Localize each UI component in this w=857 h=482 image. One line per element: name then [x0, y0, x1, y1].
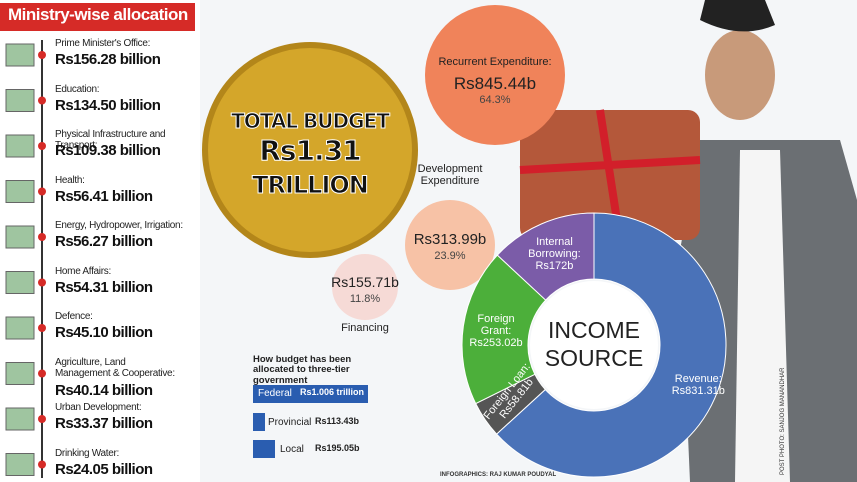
ministry-icon [5, 43, 35, 67]
segment-label: Foreign Grant: Rs253.02b [466, 313, 526, 349]
gov-value: Rs113.43b [315, 416, 360, 426]
donut-segment [461, 254, 547, 405]
bubble-share: 11.8% [349, 293, 381, 305]
timeline-dot [38, 96, 46, 105]
ministry-label: Health: [55, 174, 85, 186]
timeline-dot [38, 415, 46, 423]
coin-text: TOTAL BUDGET [231, 109, 391, 133]
provincial-box [253, 413, 265, 431]
local-box [253, 440, 275, 458]
credit: INFOGRAPHICS: RAJ KUMAR POUDYAL [440, 472, 557, 478]
ministry-label: Education: [55, 83, 100, 95]
shirt [735, 150, 790, 482]
ministry-icon [5, 271, 35, 294]
timeline-dot [38, 233, 46, 241]
segment-value: Rs831.31b [671, 385, 725, 398]
segment-value: Rs172b [535, 260, 574, 273]
ministry-icon [5, 316, 35, 340]
timeline-dot [38, 51, 46, 59]
bubble-amount: Rs313.99b [413, 231, 487, 248]
donut-segment [496, 212, 595, 301]
bubble-title: Financing [341, 322, 389, 334]
donut-segment [495, 212, 727, 478]
ministry-label: Physical Infrastructure and Transport: [55, 129, 166, 151]
donut-center [530, 281, 658, 409]
ministry-label: Defence: [55, 311, 93, 322]
bubble-amount: Rs155.71b [331, 274, 399, 290]
ministry-icon [5, 225, 35, 249]
ministry-value: Rs24.05 billion [55, 460, 153, 478]
ministry-value: Rs33.37 billion [55, 415, 153, 432]
segment-label: Internal Borrowing: Rs172b [519, 236, 589, 272]
ministry-value: Rs56.27 billion [55, 233, 153, 250]
federal-bar [253, 385, 368, 403]
ministry-value: Rs56.41 billion [55, 187, 153, 205]
ministry-icon [5, 134, 35, 158]
donut-title: INCOME SOURCE [544, 317, 644, 371]
ministry-label: Energy, Hydropower, Irrigation: [55, 220, 183, 231]
segment-name: Foreign Grant: [477, 312, 515, 337]
header-bar [0, 3, 195, 31]
ministry-label: Urban Development: [55, 402, 142, 413]
ministry-value: Rs54.31 billion [55, 278, 153, 296]
bubble-share: 64.3% [479, 94, 511, 106]
timeline-dot [38, 278, 46, 287]
coin-text: Rs1.31 [259, 134, 362, 167]
cap [700, 0, 775, 32]
ministry-value: Rs134.50 billion [55, 96, 161, 114]
bubble-amount: Rs845.44b [453, 74, 537, 93]
timeline-dot [38, 324, 46, 332]
gov-value: Rs195.05b [315, 443, 360, 453]
gov-label: Local [280, 444, 304, 455]
panel-title: Ministry-wise allocation [8, 5, 188, 24]
face [705, 30, 775, 120]
ministry-icon [5, 407, 35, 431]
ministry-label: Drinking Water: [55, 447, 120, 459]
bubble-share: 23.9% [434, 250, 466, 262]
segment-label: Revenue: Rs831.31b [658, 373, 738, 397]
gov-label: Provincial [268, 417, 312, 428]
ministry-icon [5, 453, 35, 476]
timeline-dot [38, 369, 46, 378]
ministry-icon [5, 362, 35, 385]
ministry-icon [5, 180, 35, 203]
segment-name: Revenue: [674, 372, 722, 385]
ministry-label: Home Affairs: [55, 265, 111, 277]
timeline-dot [38, 142, 46, 150]
bubble-title: Recurrent Expenditure: [438, 56, 552, 68]
development-bubble [405, 200, 495, 290]
ministry-value: Rs40.14 billion [55, 381, 153, 399]
segment-value: Rs253.02b [469, 336, 523, 349]
ministry-value: Rs109.38 billion [55, 142, 161, 159]
timeline-dot [38, 460, 46, 469]
bubble-title: Development Expenditure [417, 163, 483, 188]
credit: POST PHOTO: SANJOG MANANDHAR [780, 367, 786, 475]
gov-value: Rs1.006 trillion [300, 387, 365, 397]
ministry-label: Prime Minister's Office: [55, 38, 151, 49]
segment-name: Internal Borrowing: [528, 236, 581, 261]
financing-bubble [332, 254, 398, 320]
ministry-value: Rs45.10 billion [55, 324, 153, 341]
ministry-label: Agriculture, Land Management & Cooperati… [55, 356, 175, 379]
gov-label: Federal [258, 388, 292, 399]
gov-title: How budget has been allocated to three-t… [253, 354, 352, 386]
ministry-value: Rs156.28 billion [55, 51, 161, 68]
coin [202, 42, 418, 258]
ministry-icon [5, 89, 35, 112]
timeline-dot [38, 187, 46, 196]
coin-text: TRILLION [252, 171, 370, 199]
recurrent-bubble [425, 5, 565, 145]
